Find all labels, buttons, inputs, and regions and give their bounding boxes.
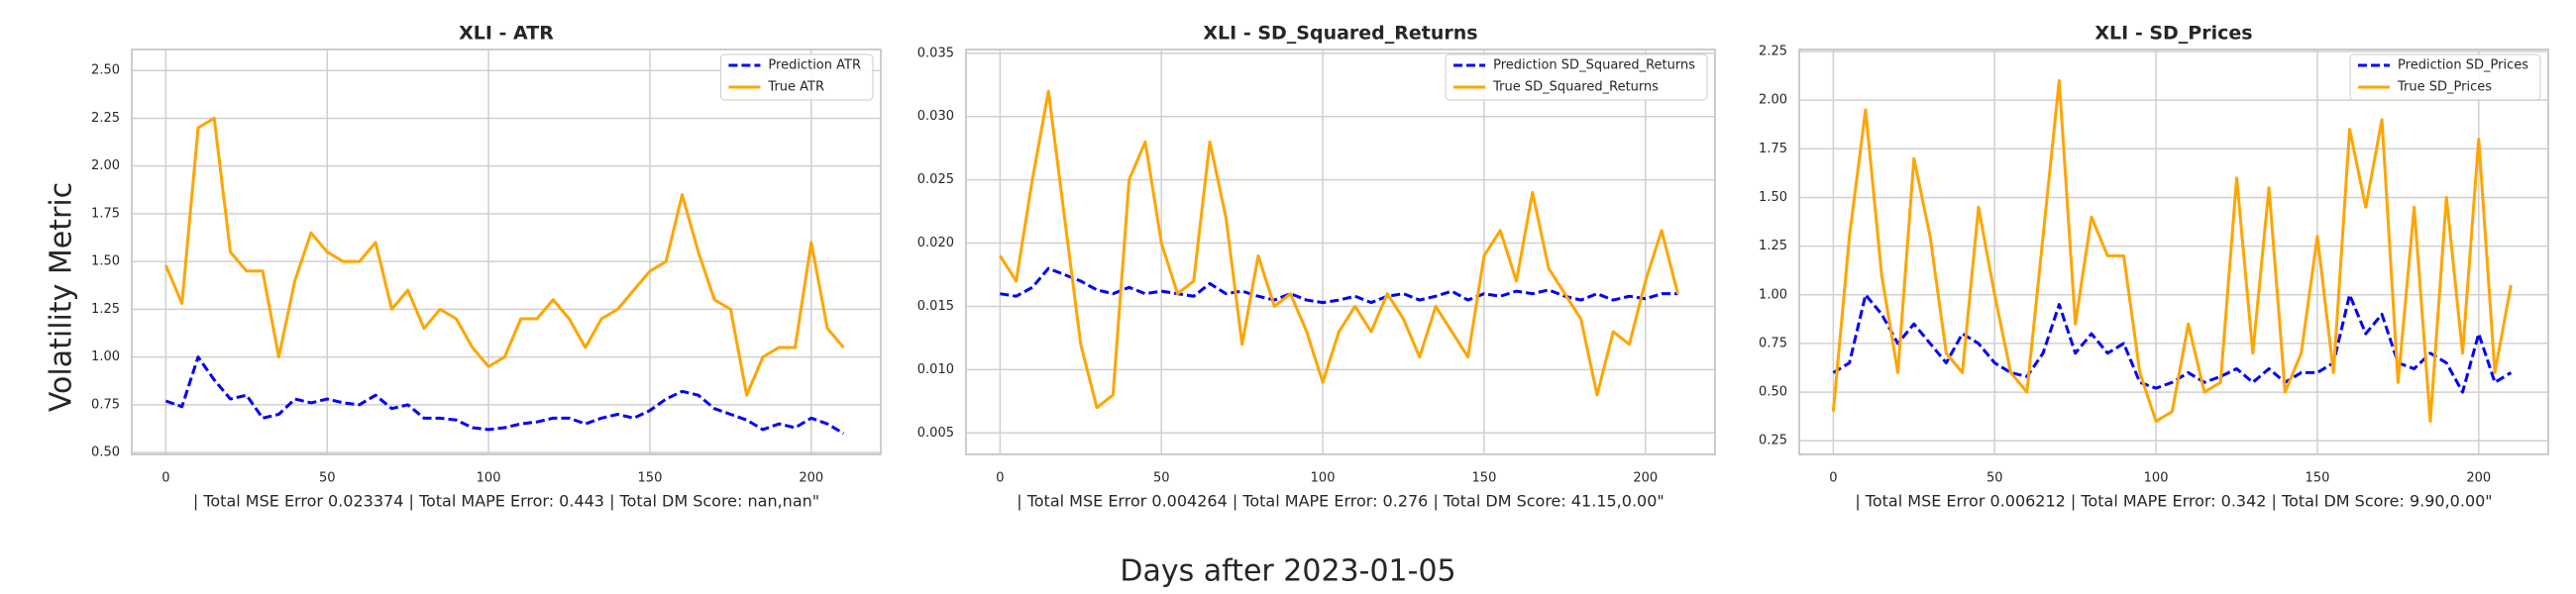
- legend-label: Prediction SD_Prices: [2398, 58, 2528, 73]
- plot-area: [1799, 50, 2548, 454]
- x-tick-label: 150: [1472, 471, 1497, 486]
- x-tick-label: 100: [477, 471, 501, 486]
- legend-label: Prediction SD_Squared_Returns: [1493, 58, 1695, 73]
- x-tick-label: 200: [2466, 471, 2491, 486]
- y-tick-label: 2.25: [1759, 44, 1787, 58]
- x-tick-label: 100: [1311, 471, 1336, 486]
- y-tick-label: 1.75: [1759, 142, 1787, 156]
- x-tick-label: 50: [1153, 471, 1170, 486]
- y-tick-label: 1.50: [1759, 190, 1787, 205]
- legend-label: True SD_Prices: [2397, 80, 2492, 95]
- y-tick-label: 1.25: [91, 302, 120, 317]
- x-tick-label: 200: [1633, 471, 1658, 486]
- plot-area: [966, 50, 1715, 454]
- y-tick-label: 2.00: [1759, 93, 1787, 108]
- y-tick-label: 1.50: [91, 254, 120, 269]
- y-tick-label: 0.75: [1759, 336, 1787, 350]
- legend-box: [2349, 53, 2541, 101]
- plot-frame: [1798, 49, 2549, 455]
- y-tick-label: 2.50: [91, 63, 120, 78]
- legend-label: True SD_Squared_Returns: [1492, 80, 1659, 95]
- y-tick-label: 0.75: [91, 397, 120, 412]
- y-tick-label: 0.010: [917, 362, 954, 377]
- line-series: [1831, 78, 2513, 424]
- line-series: [163, 116, 845, 397]
- y-tick-label: 1.00: [91, 349, 120, 364]
- y-tick-label: 0.25: [1759, 434, 1787, 448]
- chart-title: XLI - SD_Prices: [2094, 23, 2252, 45]
- x-tick-label: 0: [1829, 471, 1837, 486]
- chart-title: XLI - SD_Squared_Returns: [1203, 23, 1477, 45]
- legend-label: True ATR: [767, 80, 824, 95]
- y-axis-label: Volatility Metric: [45, 182, 79, 412]
- line-series: [164, 355, 845, 436]
- chart-subtitle: | Total MSE Error 0.006212 | Total MAPE …: [1855, 492, 2492, 511]
- x-tick-label: 50: [1986, 471, 2003, 486]
- legend-label: Prediction ATR: [768, 58, 861, 73]
- x-tick-label: 150: [638, 471, 663, 486]
- chart-title: XLI - ATR: [459, 23, 554, 45]
- plot-area: [132, 50, 881, 454]
- chart-subtitle: | Total MSE Error 0.004264 | Total MAPE …: [1017, 492, 1664, 511]
- chart-subtitle: | Total MSE Error 0.023374 | Total MAPE …: [193, 492, 819, 511]
- y-tick-label: 1.00: [1759, 287, 1787, 302]
- y-tick-label: 0.015: [917, 299, 954, 314]
- line-series: [999, 89, 1679, 410]
- y-tick-label: 2.25: [91, 111, 120, 126]
- y-tick-label: 0.025: [917, 172, 954, 187]
- plot-frame: [965, 49, 1716, 455]
- y-tick-label: 2.00: [91, 158, 120, 173]
- y-tick-label: 0.020: [917, 236, 954, 250]
- y-tick-label: 1.25: [1759, 239, 1787, 253]
- y-tick-label: 0.50: [91, 446, 120, 460]
- x-tick-label: 50: [319, 471, 336, 486]
- y-tick-label: 0.035: [917, 46, 954, 60]
- y-tick-label: 0.50: [1759, 385, 1787, 400]
- legend-box: [1445, 53, 1708, 101]
- x-tick-label: 0: [161, 471, 169, 486]
- x-axis-label: Days after 2023-01-05: [1120, 554, 1455, 589]
- x-tick-label: 200: [799, 471, 823, 486]
- x-tick-label: 150: [2306, 471, 2330, 486]
- y-tick-label: 0.030: [917, 109, 954, 124]
- y-tick-label: 0.005: [917, 426, 954, 441]
- x-tick-label: 100: [2144, 471, 2169, 486]
- plot-frame: [131, 49, 882, 455]
- y-tick-label: 1.75: [91, 206, 120, 221]
- x-tick-label: 0: [996, 471, 1004, 486]
